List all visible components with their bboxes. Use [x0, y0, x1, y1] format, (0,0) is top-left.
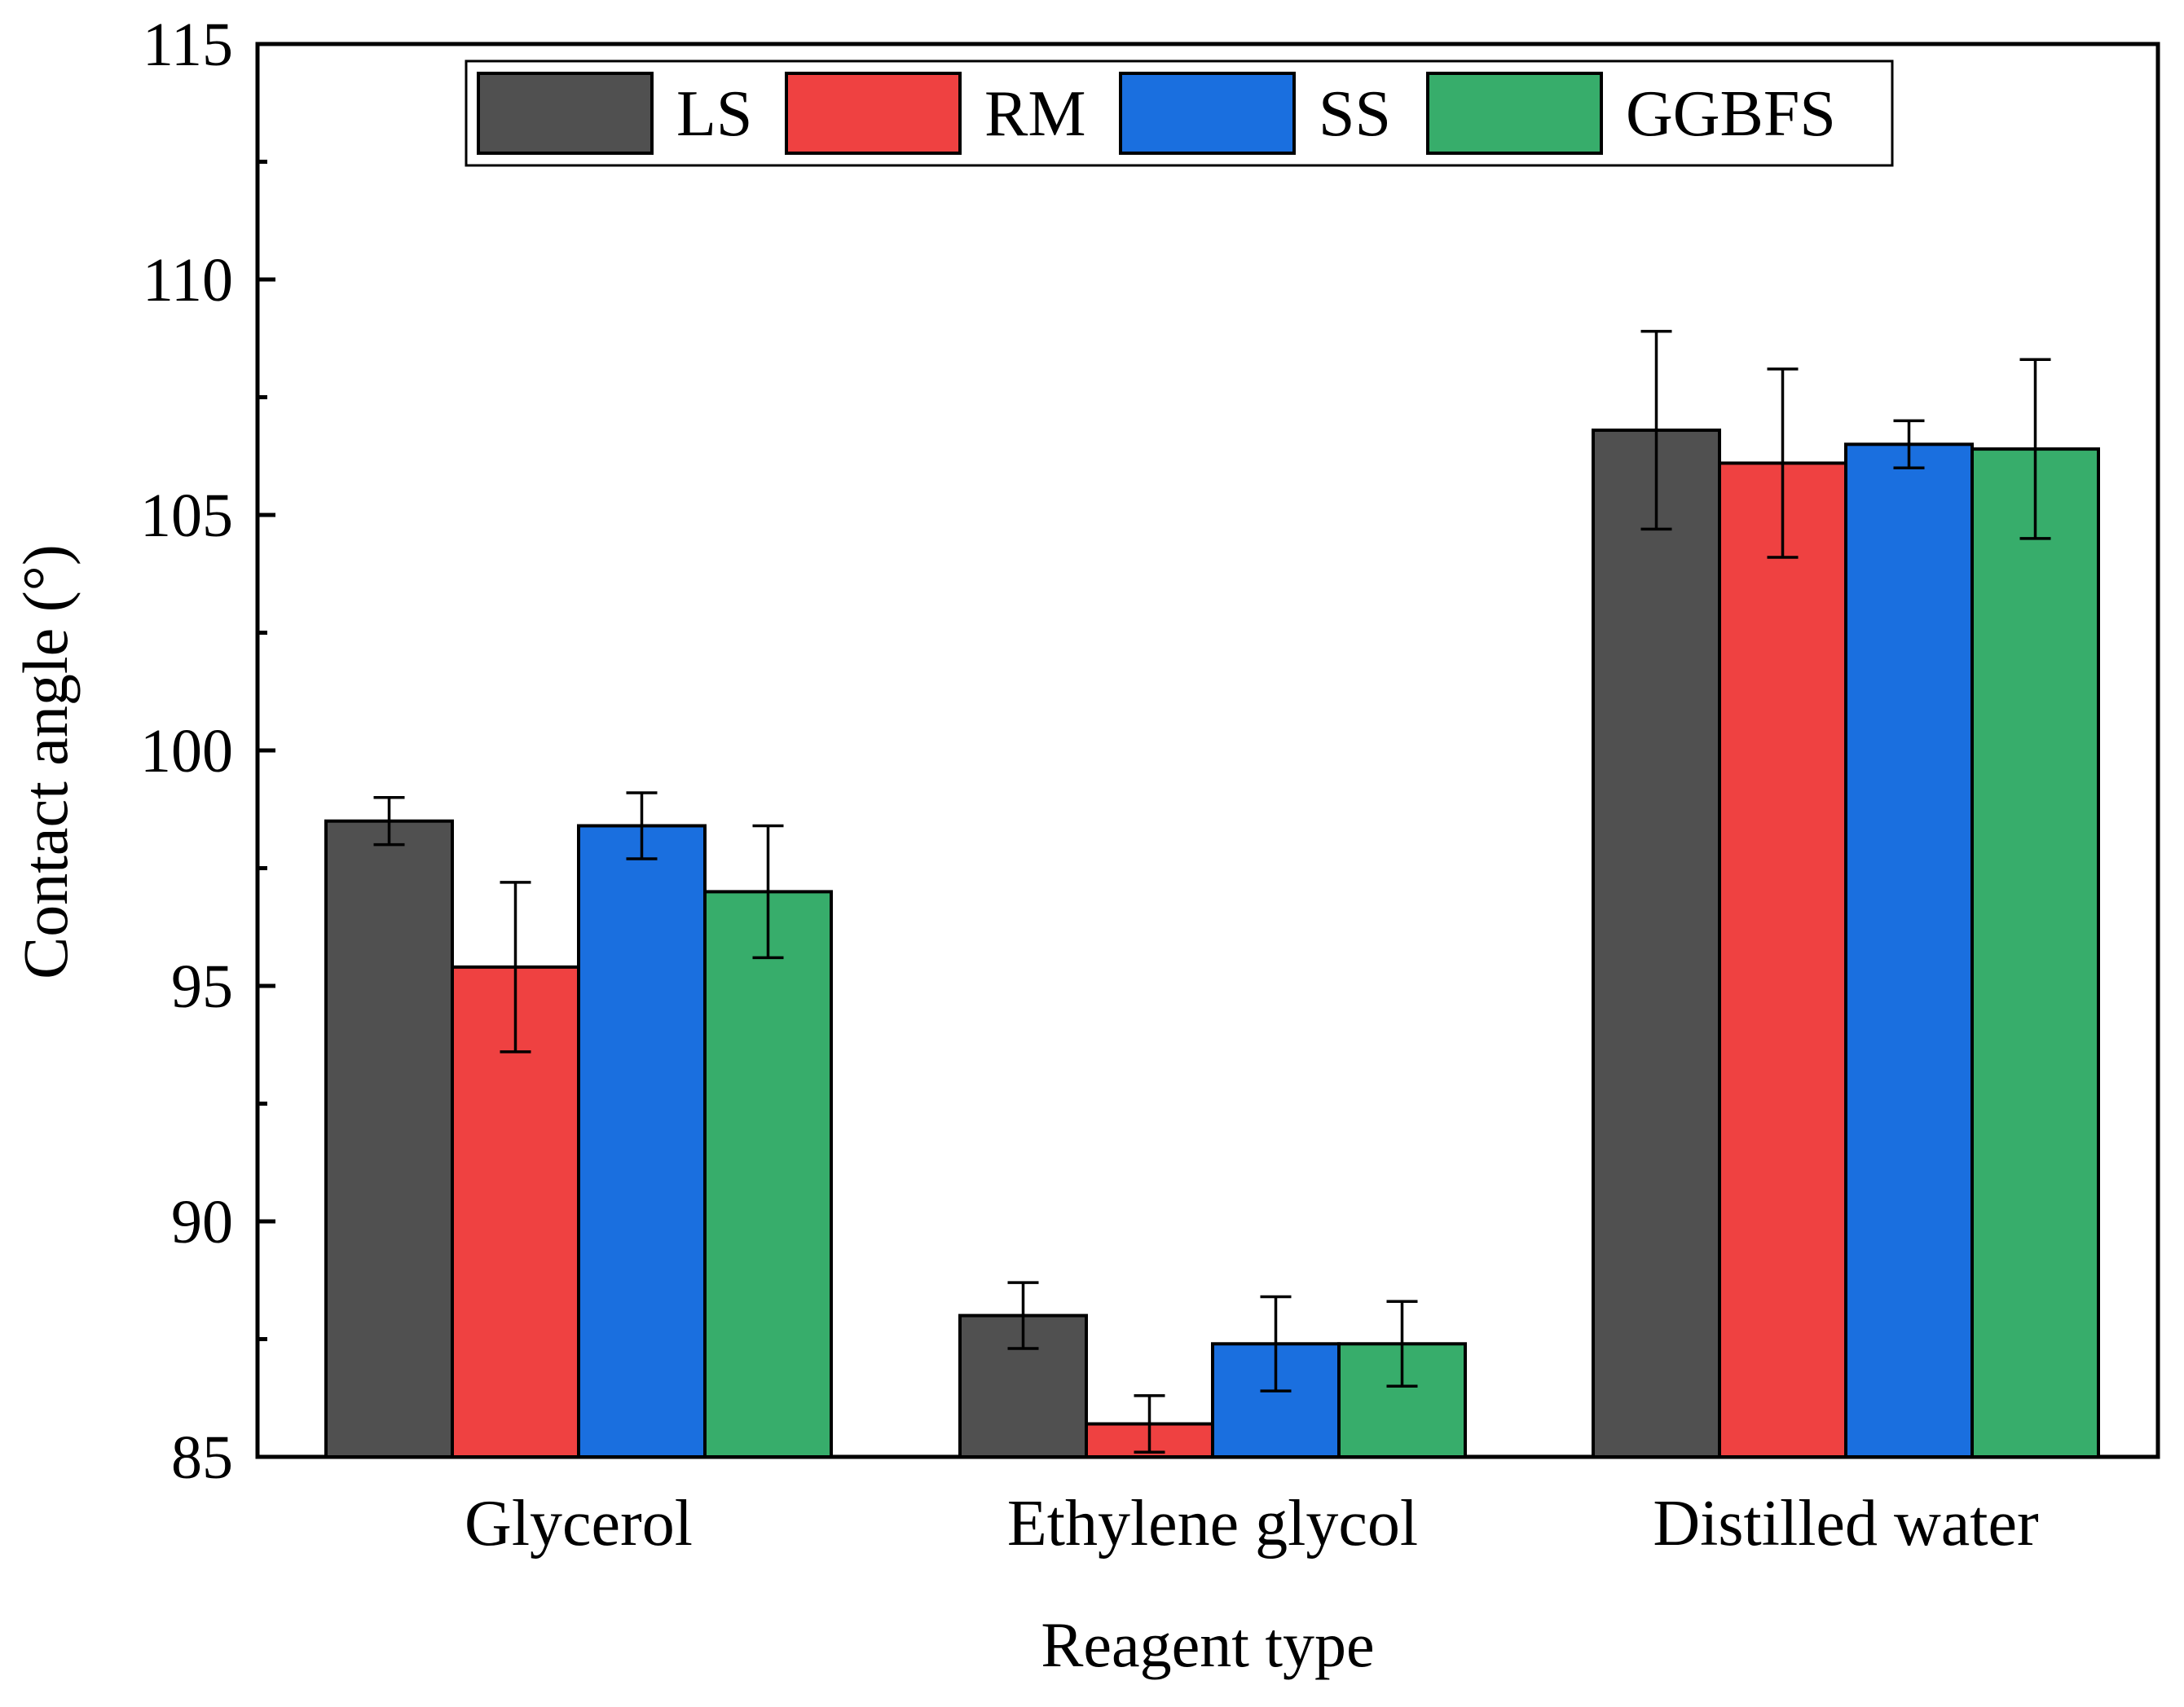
- legend-label-rm: RM: [984, 78, 1086, 150]
- y-tick-label: 105: [140, 482, 233, 550]
- legend-label-ls: LS: [676, 78, 752, 150]
- legend-label-ggbfs: GGBFS: [1626, 78, 1836, 150]
- y-tick-label: 100: [140, 717, 233, 785]
- legend-swatch-ls: [477, 72, 654, 155]
- y-tick-label: 90: [171, 1188, 233, 1256]
- legend-swatch-rm: [785, 72, 962, 155]
- bar-ls-2: [1592, 428, 1721, 1459]
- bar-ggbfs-1: [1337, 1342, 1467, 1459]
- y-tick-label: 110: [143, 246, 233, 315]
- y-axis-title: Contact angle (°): [10, 544, 81, 979]
- bar-ss-2: [1844, 442, 1974, 1458]
- x-tick-label: Glycerol: [465, 1488, 693, 1560]
- y-tick-label: 85: [171, 1423, 233, 1492]
- legend: LS RM SS GGBFS: [465, 59, 1894, 167]
- error-bars: [373, 329, 2051, 1454]
- x-tick-label: Ethylene glycol: [1007, 1488, 1418, 1560]
- bar-rm-2: [1718, 461, 1847, 1458]
- x-axis: Glycerol Ethylene glycol Distilled water: [465, 1488, 2039, 1560]
- legend-swatch-ss: [1119, 72, 1296, 155]
- legend-swatch-ggbfs: [1426, 72, 1603, 155]
- legend-label-ss: SS: [1319, 78, 1391, 150]
- bar-ss-0: [577, 824, 707, 1458]
- bar-ggbfs-2: [1970, 447, 2100, 1459]
- bar-ls-0: [324, 819, 454, 1458]
- x-axis-title: Reagent type: [1041, 1609, 1374, 1680]
- x-tick-label: Distilled water: [1653, 1488, 2038, 1560]
- y-axis: 85 90 95 100 105 110 115: [140, 11, 275, 1492]
- bar-ggbfs-0: [703, 890, 833, 1458]
- y-tick-label: 115: [143, 11, 233, 79]
- bars: [324, 428, 2100, 1459]
- y-tick-label: 95: [171, 952, 233, 1021]
